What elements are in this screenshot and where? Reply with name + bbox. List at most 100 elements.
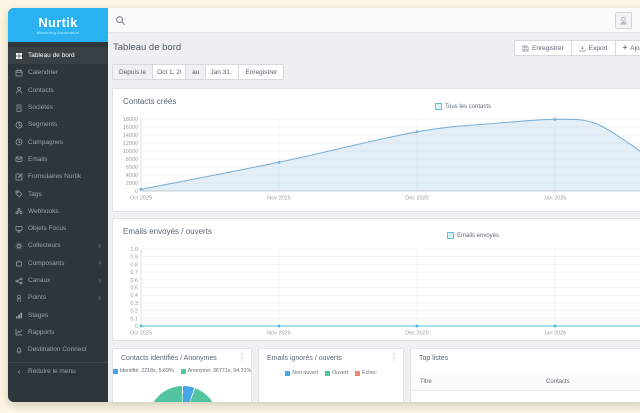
chevron-right-icon: ›: [98, 275, 101, 285]
envelope-icon: [15, 157, 23, 163]
apply-filter-button[interactable]: Enregistrer: [238, 64, 285, 80]
widget-contacts-identified: Contacts identifiés / Anonymes ⋮ Identif…: [112, 348, 252, 402]
legend-swatch: [447, 232, 454, 239]
sidebar-item-segments[interactable]: Segments: [8, 116, 108, 133]
legend-swatch: [355, 370, 361, 376]
svg-text:14000: 14000: [123, 133, 138, 139]
page-title: Tableau de bord: [113, 42, 182, 53]
svg-text:0.2: 0.2: [130, 309, 138, 315]
add-widget-button[interactable]: + Ajouter un widget: [614, 40, 640, 56]
puzzle-icon: [15, 260, 23, 267]
date-filter-bar: Depuis le au Enregistrer: [112, 64, 285, 80]
sidebar-item-reports[interactable]: Rapports: [8, 324, 108, 341]
svg-text:16000: 16000: [123, 125, 138, 131]
column-contacts[interactable]: Contacts: [546, 379, 570, 385]
sidebar-menu: Tableau de bord Calendrier Contacts Soci…: [8, 42, 108, 380]
logo[interactable]: Nurtik Marketing Automation: [8, 8, 108, 42]
svg-text:0.6: 0.6: [130, 278, 138, 284]
date-from-label: Depuis le: [112, 64, 154, 80]
sidebar-item-components[interactable]: Composants ›: [8, 255, 108, 272]
svg-text:6000: 6000: [126, 165, 138, 171]
chevron-right-icon: ›: [98, 258, 101, 268]
emails-sent-chart: 0 0.10.2 0.3 0.40.5 0.6 0.7 0.80.9 1.0 Oct 2025 N…: [130, 247, 640, 337]
pie-segments-icon: [15, 121, 23, 129]
calendar-icon: [15, 69, 23, 77]
avatar-person-icon: [620, 16, 627, 25]
widget-title: Emails ignorés / ouverts: [267, 355, 342, 362]
date-to-input[interactable]: [205, 64, 240, 80]
sidebar-collapse-menu[interactable]: ‹ Réduire le menu: [8, 362, 108, 379]
sidebar-item-calendar[interactable]: Calendrier: [8, 64, 108, 81]
save-dashboard-button[interactable]: Enregistrer: [514, 40, 572, 56]
form-pencil-icon: [15, 173, 23, 181]
chart-legend[interactable]: Tous les contacts: [435, 103, 491, 110]
svg-text:4000: 4000: [126, 173, 138, 179]
bell-icon: [16, 347, 22, 354]
sidebar-item-campaigns[interactable]: Campagnes: [8, 133, 108, 150]
kebab-menu-icon[interactable]: ⋮: [390, 353, 398, 362]
sidebar-item-contacts[interactable]: Contacts: [8, 82, 108, 99]
monitor-icon: [15, 225, 23, 232]
sidebar-item-stages[interactable]: Stages: [8, 306, 108, 323]
share-icon: [15, 277, 23, 284]
sidebar-item-forms[interactable]: Formulaires Nurtik: [8, 168, 108, 185]
chevron-right-icon: ›: [98, 292, 101, 302]
chart-line-icon: [15, 329, 23, 336]
svg-text:Oct 2025: Oct 2025: [130, 331, 152, 337]
contacts-pie[interactable]: [148, 386, 218, 402]
widget-title: Contacts identifiés / Anonymes: [121, 355, 217, 362]
legend-swatch: [435, 103, 442, 110]
sidebar-item-tags[interactable]: Tags: [8, 185, 108, 202]
download-icon: [579, 45, 586, 51]
emails-ignored-legend: Non ouvert Ouvert Échec: [259, 370, 403, 376]
tag-icon: [15, 190, 23, 198]
date-from-input[interactable]: [152, 64, 187, 80]
svg-text:Dec 2025: Dec 2025: [405, 331, 429, 337]
widget-title: Top listes: [419, 355, 449, 362]
svg-text:Nov 2025: Nov 2025: [267, 331, 291, 337]
search-icon[interactable]: [115, 15, 126, 26]
sidebar-item-companies[interactable]: Sociétés: [8, 99, 108, 116]
svg-text:0.1: 0.1: [130, 316, 138, 322]
save-icon: [522, 45, 529, 51]
sidebar-item-webhooks[interactable]: Webhooks: [8, 203, 108, 220]
sidebar-item-collectors[interactable]: Collecteurs ›: [8, 237, 108, 254]
svg-text:0.8: 0.8: [130, 262, 138, 268]
sidebar-item-emails[interactable]: Emails: [8, 151, 108, 168]
kebab-menu-icon[interactable]: ⋮: [238, 353, 246, 362]
pie-legend: Identifié: 2218x, 5.69% Anonyme: 36771x,…: [112, 368, 251, 374]
svg-text:12000: 12000: [123, 141, 138, 147]
widget-emails-sent: Emails envoyés / ouverts Emails envoyés …: [112, 218, 640, 341]
svg-text:8000: 8000: [126, 157, 138, 163]
clock-icon: [15, 138, 23, 146]
export-button[interactable]: Export: [570, 40, 616, 56]
svg-text:2000: 2000: [126, 181, 138, 187]
logo-tagline: Marketing Automation: [36, 29, 80, 35]
svg-text:10000: 10000: [123, 149, 138, 155]
sidebar-item-channels[interactable]: Canaux ›: [8, 272, 108, 289]
sidebar-item-dashboard[interactable]: Tableau de bord: [8, 47, 108, 65]
legend-swatch: [325, 370, 331, 376]
sidebar-item-destination-connect[interactable]: Destination Connect: [8, 341, 108, 358]
date-to-label: au: [185, 64, 207, 80]
sidebar-item-focus-items[interactable]: Objets Focus: [8, 220, 108, 237]
topbar: [108, 8, 640, 33]
user-avatar[interactable]: [615, 12, 632, 29]
widget-title: Emails envoyés / ouverts: [123, 227, 212, 236]
dashboard-grid-icon: [16, 52, 22, 59]
top-lists-table-header: Titre Contacts: [411, 375, 640, 391]
widget-top-lists: Top listes Titre Contacts: [410, 348, 640, 402]
chart-legend[interactable]: Emails envoyés: [447, 232, 499, 239]
contacts-created-chart: 0 2000 4000 6000 8000 10000 12000 14000 16000 180…: [123, 117, 640, 202]
stages-icon: [16, 312, 23, 319]
svg-text:0.9: 0.9: [130, 255, 138, 261]
svg-text:0.7: 0.7: [130, 270, 138, 276]
widget-emails-ignored: Emails ignorés / ouverts ⋮ Non ouvert Ou…: [258, 348, 404, 402]
sidebar-item-points[interactable]: Points ›: [8, 289, 108, 306]
plus-icon: +: [622, 43, 628, 52]
column-title[interactable]: Titre: [420, 379, 432, 385]
widget-title: Contacts créés: [123, 97, 177, 106]
gear-icon: [15, 242, 23, 250]
legend-swatch: [285, 370, 291, 376]
person-icon: [16, 87, 22, 94]
